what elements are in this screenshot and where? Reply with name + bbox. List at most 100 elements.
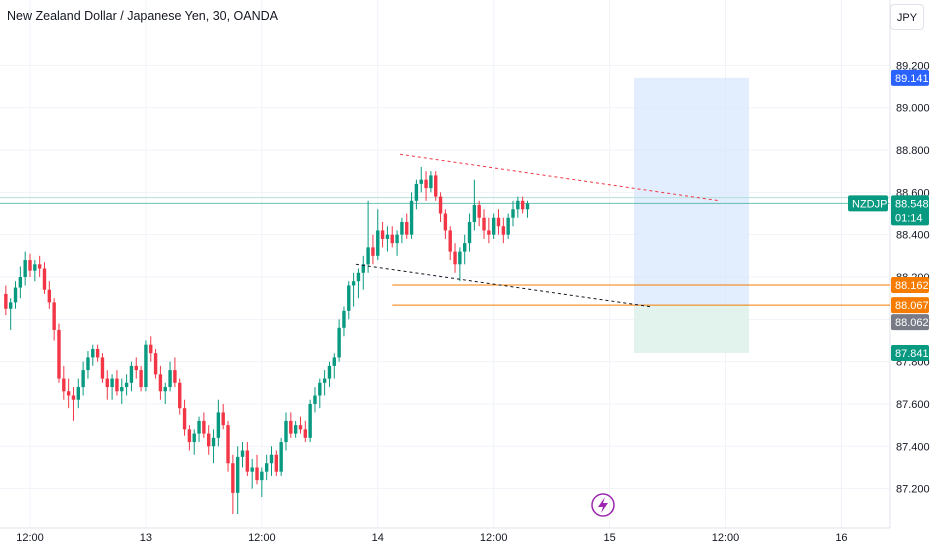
candle-body <box>255 467 259 481</box>
candle-body <box>322 378 327 383</box>
candle-body <box>491 217 496 235</box>
lightning-icon[interactable] <box>591 493 615 517</box>
candle-body <box>269 454 274 464</box>
gray-price-badge-bg <box>891 314 929 331</box>
candle-body <box>414 183 419 201</box>
stop-price-badge: 87.841 <box>891 344 929 361</box>
candle-body <box>385 234 390 239</box>
candles[interactable] <box>4 166 530 514</box>
candle-body <box>124 382 129 388</box>
candle-body <box>197 420 201 434</box>
candle-body <box>42 268 47 290</box>
target-zone[interactable] <box>634 77 749 306</box>
candle-body <box>81 370 85 388</box>
candle-body <box>472 205 477 222</box>
x-tick-label: 12:00 <box>712 532 740 544</box>
candle-body <box>463 243 467 252</box>
high-price-badge-text: 89.141 <box>895 73 929 85</box>
candle-body <box>211 437 216 447</box>
candle-body <box>438 196 443 214</box>
candle-body <box>23 260 27 277</box>
candle-body <box>405 221 409 235</box>
candle-body <box>506 217 510 235</box>
y-tick-label: 87.200 <box>896 484 930 496</box>
candle-body <box>308 403 312 438</box>
candle-body <box>178 382 182 409</box>
trendlines[interactable] <box>355 153 721 308</box>
candle-body <box>448 230 452 252</box>
candle-body <box>134 365 138 371</box>
candle-body <box>139 370 143 388</box>
candle-body <box>467 221 472 244</box>
candle-body <box>520 200 525 210</box>
candle-body <box>250 467 254 472</box>
candle-body <box>347 285 351 311</box>
candle-body <box>33 264 37 271</box>
x-tick-label: 16 <box>835 532 847 544</box>
grid <box>0 0 891 529</box>
candle-body <box>303 429 308 438</box>
candle-body <box>182 408 187 430</box>
candle-body <box>298 425 303 430</box>
y-tick-label: 88.400 <box>896 230 930 242</box>
candle-body <box>429 175 433 189</box>
candle-body <box>390 234 394 244</box>
candle-body <box>129 365 134 383</box>
candle-body <box>144 344 148 388</box>
candle-body <box>115 378 119 392</box>
candle-body <box>105 378 109 388</box>
stop-price-badge-bg <box>891 344 929 361</box>
candle-body <box>395 234 399 244</box>
candle-body <box>487 230 491 235</box>
orange-entry-badge-text: 88.067 <box>895 300 929 312</box>
candle-body <box>380 230 385 239</box>
y-tick-label: 89.000 <box>896 103 930 115</box>
gray-price-badge: 88.062 <box>891 314 929 331</box>
candle-body <box>240 450 245 457</box>
candle-body <box>95 348 100 358</box>
candle-body <box>57 329 61 379</box>
time-axis[interactable]: 12:00 13 12:00 14 12:00 15 12:00 16 <box>16 532 847 544</box>
last-price-badge: 88.548 01:14 <box>891 195 929 226</box>
candle-body <box>163 387 167 392</box>
support-trendline <box>355 263 651 308</box>
y-tick-label: 88.800 <box>896 145 930 157</box>
stop-price-badge-text: 87.841 <box>895 348 929 360</box>
candle-body <box>342 310 346 328</box>
high-price-badge-bg <box>891 69 929 86</box>
x-tick-label: 14 <box>372 532 384 544</box>
candle-body <box>100 357 105 379</box>
candle-body <box>235 456 240 493</box>
candle-body <box>76 387 80 400</box>
candle-body <box>52 302 56 330</box>
candle-body <box>453 251 457 265</box>
candle-body <box>366 247 370 265</box>
x-tick-label: 13 <box>140 532 152 544</box>
candle-body <box>158 374 163 392</box>
candle-body <box>260 471 264 481</box>
candle-body <box>496 217 501 227</box>
candle-body <box>318 382 322 396</box>
candle-body <box>216 412 221 438</box>
candle-body <box>120 387 124 392</box>
candle-body <box>289 420 293 434</box>
position-zones <box>634 77 749 353</box>
x-tick-label: 12:00 <box>16 532 44 544</box>
y-tick-label: 87.400 <box>896 441 930 453</box>
candle-body <box>313 395 317 404</box>
stop-zone[interactable] <box>634 305 749 353</box>
orange-top-badge-text: 88.162 <box>895 280 929 292</box>
orange-entry-badge: 88.067 <box>891 297 929 314</box>
candle-body <box>202 420 206 434</box>
candle-body <box>356 272 361 282</box>
candle-body <box>226 425 230 464</box>
currency-button[interactable]: JPY <box>890 4 924 30</box>
y-tick-label: 87.600 <box>896 399 930 411</box>
candle-body <box>264 463 269 472</box>
price-badges: 89.141 88.162 88.067 88.062 87.841 NZDJPY 88.5… <box>848 69 929 361</box>
candle-body <box>18 277 23 288</box>
high-price-badge: 89.141 <box>891 69 929 86</box>
candle-body <box>274 454 279 472</box>
candle-body <box>516 200 520 210</box>
